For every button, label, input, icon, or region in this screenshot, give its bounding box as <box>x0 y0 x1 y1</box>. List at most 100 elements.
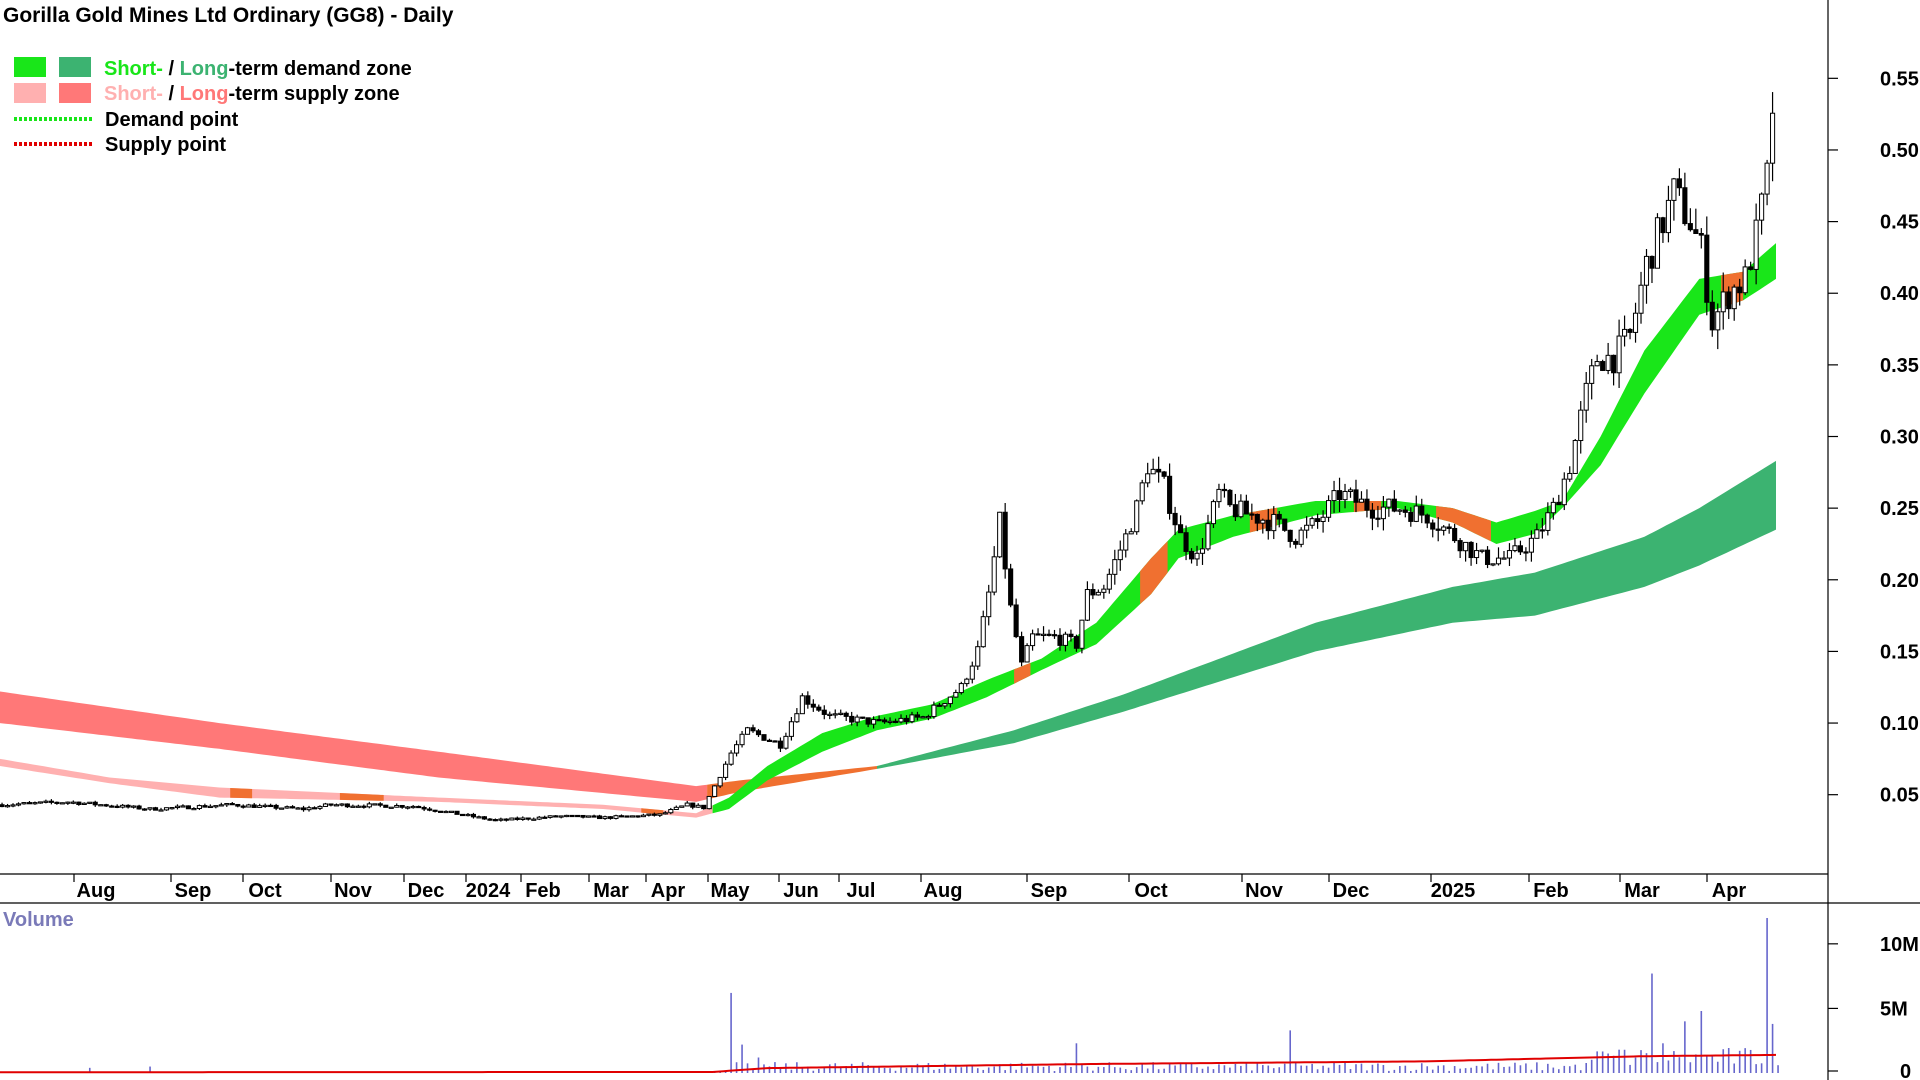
candle-up <box>1753 219 1759 270</box>
candle-up <box>509 817 515 821</box>
candle-up <box>925 716 931 719</box>
candle-down <box>1408 511 1414 522</box>
candle-down <box>1704 234 1710 303</box>
candle-down <box>1068 633 1074 638</box>
candle-down <box>152 807 159 811</box>
short-term-crossover-zone <box>1436 506 1491 542</box>
candle-down <box>1539 529 1545 532</box>
candle-up <box>887 720 893 723</box>
volume-tick-label: 5M <box>1880 998 1908 1020</box>
candle-down <box>569 814 575 818</box>
candle-down <box>328 803 334 806</box>
candle-up <box>207 805 213 809</box>
candle-up <box>679 805 685 808</box>
candle-up <box>986 591 992 618</box>
candle-down <box>805 695 811 705</box>
candle-down <box>202 805 208 808</box>
candle-up <box>1622 328 1628 337</box>
candle-up <box>405 806 411 809</box>
candle-up <box>1550 501 1556 514</box>
candle-down <box>1161 471 1167 477</box>
candle-down <box>761 734 767 741</box>
price-tick-label: 0.10 <box>1880 713 1919 735</box>
candle-down <box>1419 505 1425 516</box>
candle-down <box>240 805 246 808</box>
candle-up <box>1320 516 1326 523</box>
date-tick-label: Nov <box>334 880 373 902</box>
candle-up <box>191 808 197 811</box>
candle-down <box>1676 178 1682 189</box>
candle-up <box>1309 518 1315 526</box>
candle-down <box>0 804 5 808</box>
candle-up <box>174 805 181 809</box>
candle-up <box>1495 557 1502 565</box>
candle-up <box>180 805 186 808</box>
candle-up <box>1715 311 1721 331</box>
candle-up <box>898 717 904 723</box>
candle-up <box>783 735 789 749</box>
candle-up <box>1545 512 1551 531</box>
candle-up <box>158 809 164 812</box>
date-tick-label: Aug <box>77 880 116 902</box>
candle-up <box>640 814 646 818</box>
candle-down <box>48 800 54 803</box>
legend-short-supply-swatch <box>14 83 46 103</box>
candle-up <box>317 805 323 809</box>
candle-down <box>454 810 460 815</box>
candle-up <box>1079 619 1085 649</box>
candle-down <box>92 801 98 806</box>
candle-down <box>1364 498 1370 511</box>
candle-up <box>366 803 372 808</box>
candle-up <box>1413 505 1419 522</box>
candle-up <box>448 810 455 813</box>
candle-down <box>300 807 307 811</box>
candle-up <box>854 716 860 723</box>
candle-down <box>596 815 603 820</box>
candle-up <box>1024 645 1030 663</box>
candle-up <box>712 785 718 797</box>
candle-up <box>1128 531 1134 535</box>
candle-up <box>1238 500 1244 518</box>
candle-up <box>1567 472 1573 480</box>
candle-down <box>882 719 888 723</box>
short-term-crossover-zone <box>230 788 253 799</box>
candle-up <box>799 695 805 715</box>
price-axis-ticks: 0.05 0.10 0.15 0.20 0.25 0.30 0.35 0.40 0.45 0.50… <box>1828 68 1919 807</box>
candle-up <box>322 803 329 807</box>
candle-down <box>690 802 696 808</box>
date-tick-label: Mar <box>1624 880 1660 902</box>
candle-up <box>953 692 959 698</box>
candle-down <box>1693 229 1699 234</box>
volume-average <box>0 1053 1777 1074</box>
candle-down <box>1698 232 1704 236</box>
legend-demand-zone: Short- / Long-term demand zone <box>104 58 412 80</box>
candle-down <box>26 802 33 805</box>
candle-up <box>1134 500 1140 533</box>
volume-average-line <box>0 1053 1777 1074</box>
candle-up <box>1062 633 1069 646</box>
candle-down <box>114 805 120 808</box>
candle-down <box>1172 512 1178 526</box>
candle-down <box>1649 255 1655 269</box>
candle-up <box>673 806 679 811</box>
candle-down <box>459 813 466 817</box>
candle-up <box>98 804 104 807</box>
candle-down <box>1627 328 1633 333</box>
candle-down <box>273 804 279 809</box>
candle-up <box>1216 488 1222 503</box>
candle-down <box>76 801 82 805</box>
candle-up <box>706 795 712 810</box>
candle-down <box>1232 504 1238 518</box>
candle-down <box>1523 551 1529 554</box>
candle-down <box>1709 301 1715 331</box>
candle-up <box>1210 501 1217 525</box>
candle-up <box>218 804 224 807</box>
date-tick-label: May <box>711 880 751 902</box>
candle-down <box>361 805 367 808</box>
candle-up <box>1123 533 1129 551</box>
candle-up <box>1260 519 1266 524</box>
candle-up <box>536 816 542 820</box>
candle-up <box>4 805 11 808</box>
candle-up <box>586 815 592 818</box>
